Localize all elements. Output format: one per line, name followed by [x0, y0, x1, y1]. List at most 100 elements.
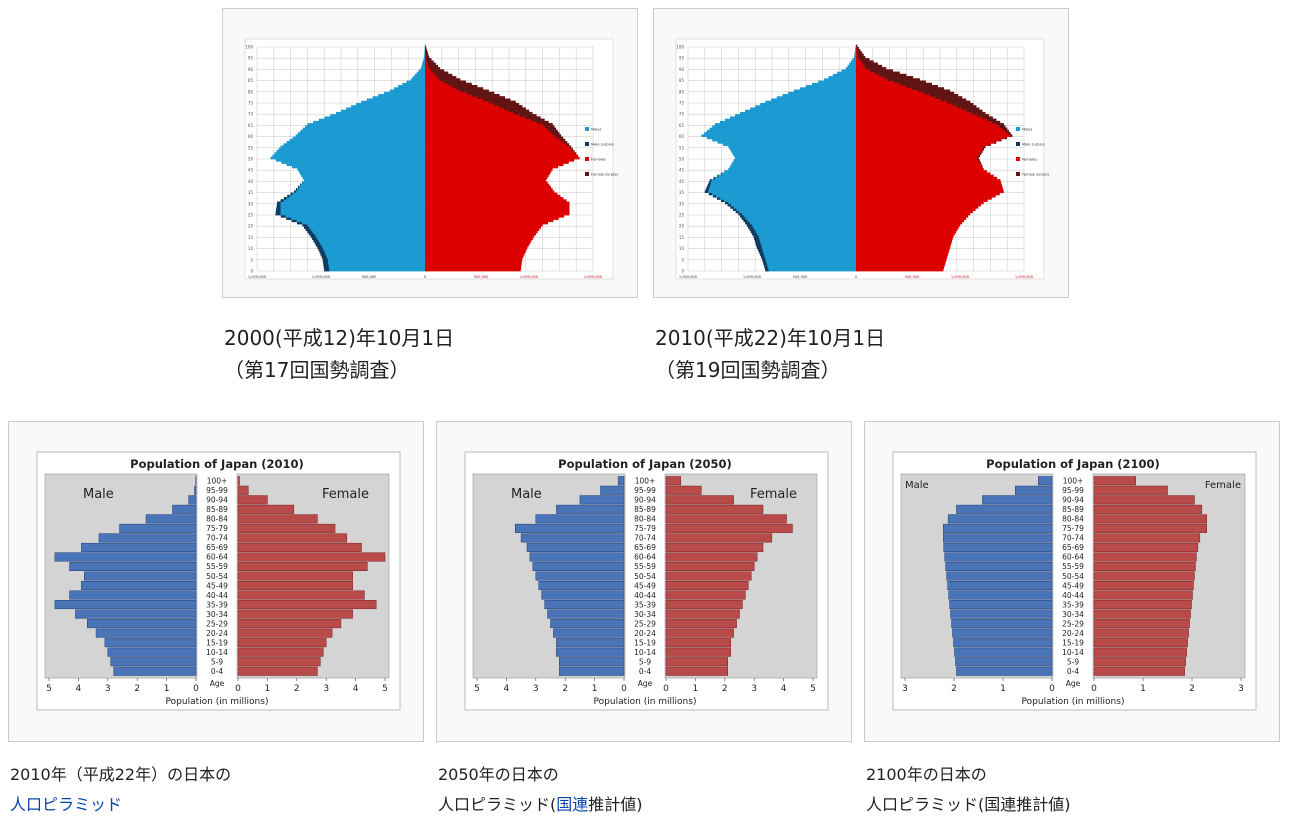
caption-2000-census: （第17回国勢調査） — [224, 358, 410, 382]
legend-label: Female surplus — [591, 173, 618, 177]
male-bar — [289, 138, 425, 142]
female-surplus-bar — [425, 51, 428, 55]
male-bar — [119, 523, 197, 533]
x-tick-label: 1,000,000 — [679, 275, 698, 279]
population-pyramid-2000: 0 5 10 15 20 25 30 35 40 45 50 55 60 65 70 75 80 85 90 95 10… — [244, 38, 618, 280]
male-surplus-bar — [755, 241, 761, 245]
female-bar — [425, 217, 559, 220]
female-bar — [425, 192, 558, 196]
female-bar — [1093, 590, 1193, 600]
female-bar — [856, 165, 983, 169]
male-bar — [293, 190, 425, 193]
male-bar — [600, 485, 625, 495]
male-bar — [416, 71, 425, 75]
age-tick-label: 5 — [250, 257, 253, 262]
legend-label: Female surplus — [1022, 173, 1049, 177]
legend-label: Males — [591, 128, 602, 132]
male-surplus-bar — [735, 210, 740, 214]
female-bar — [425, 120, 549, 124]
age-tick-label: 30 — [248, 201, 254, 206]
female-bar — [856, 230, 957, 234]
female-bar — [856, 194, 996, 198]
image-frame-japan-2050[interactable]: Population of Japan (2050) 0-4 5-9 10-14 15-… — [436, 421, 852, 742]
image-frame-2000[interactable]: 0 5 10 15 20 25 30 35 40 45 50 55 60 65 70 75 80 85 90 95 10… — [222, 8, 638, 298]
female-bar — [856, 91, 955, 95]
female-bar — [856, 257, 947, 261]
legend-swatch — [1016, 157, 1020, 161]
age-tick-label: 35 — [248, 190, 254, 195]
female-surplus-bar — [542, 123, 553, 126]
age-tick-label: 90 — [248, 67, 254, 72]
male-surplus-bar — [759, 253, 764, 256]
male-surplus-bar — [720, 172, 722, 176]
male-surplus-bar — [758, 250, 764, 254]
male-surplus-bar — [740, 215, 744, 218]
male-bar — [301, 174, 425, 178]
male-bar — [1015, 485, 1053, 495]
male-bar — [320, 253, 425, 256]
male-surplus-bar — [305, 228, 311, 232]
male-surplus-bar — [319, 250, 325, 254]
male-bar — [309, 232, 425, 236]
age-tick-label: 25 — [679, 213, 685, 218]
caption-japan-2050-pre: 人口ピラミッド( — [438, 795, 557, 814]
female-bar — [425, 215, 565, 218]
female-surplus-bar — [427, 60, 434, 64]
age-group-label: 45-49 — [206, 581, 228, 590]
image-frame-2010-census[interactable]: 0 5 10 15 20 25 30 35 40 45 50 55 60 65 70 75 80 85 90 95 10… — [653, 8, 1069, 298]
female-bar — [425, 129, 558, 133]
caption-japan-2100-text: 2100年の日本の — [866, 765, 987, 784]
female-surplus-bar — [982, 116, 993, 120]
female-bar — [425, 262, 522, 265]
age-group-label: 100+ — [635, 477, 656, 486]
x-tick-label-male: 3 — [902, 684, 908, 694]
male-bar — [286, 141, 425, 144]
male-bar — [756, 246, 856, 249]
female-surplus-bar — [566, 143, 570, 146]
female-bar — [425, 232, 536, 236]
age-group-label: 20-24 — [206, 629, 228, 638]
population-pyramid-link[interactable]: 人口ピラミッド — [10, 795, 123, 814]
image-frame-japan-2010[interactable]: Population of Japan (2010) 0-4 5-9 10-14 15-… — [8, 421, 424, 742]
age-group-label: 30-34 — [1062, 610, 1084, 619]
female-bar — [425, 223, 543, 227]
female-bar — [425, 237, 533, 241]
male-bar — [323, 264, 425, 267]
female-bar — [1093, 628, 1189, 638]
female-surplus-bar — [503, 107, 526, 111]
male-bar — [735, 114, 856, 117]
x-tick-label-female: 1 — [693, 684, 699, 694]
male-bar — [728, 145, 856, 149]
male-bar — [760, 103, 856, 106]
age-group-label: 0-4 — [1067, 667, 1079, 676]
male-bar — [750, 107, 856, 111]
male-surplus-bar — [707, 183, 711, 187]
female-bar — [425, 103, 520, 106]
x-tick-label: 500,000 — [362, 275, 378, 279]
male-surplus-bar — [318, 248, 324, 252]
female-bar — [425, 170, 552, 173]
image-frame-japan-2100[interactable]: Population of Japan (2100) 0-4 5-9 10-14 15-… — [864, 421, 1280, 742]
male-bar — [745, 109, 856, 113]
male-bar — [722, 143, 856, 146]
female-bar — [1093, 571, 1195, 581]
female-surplus-bar — [493, 103, 520, 106]
female-bar — [856, 266, 945, 270]
female-bar — [425, 98, 511, 102]
male-bar — [384, 91, 425, 95]
male-bar — [54, 600, 197, 610]
male-surplus-bar — [287, 194, 290, 198]
female-bar — [856, 89, 951, 93]
female-bar — [856, 161, 981, 164]
x-tick-label-female: 0 — [663, 684, 669, 694]
male-bar — [272, 154, 425, 158]
male-bar — [69, 590, 197, 600]
female-bar — [425, 159, 575, 162]
age-group-label: 100+ — [207, 477, 228, 486]
age-tick-label: 20 — [248, 224, 254, 229]
age-group-label: 50-54 — [206, 572, 228, 581]
male-bar — [945, 561, 1053, 571]
female-surplus-bar — [560, 138, 566, 142]
male-bar — [307, 123, 425, 126]
united-nations-link[interactable]: 国連 — [556, 795, 589, 814]
